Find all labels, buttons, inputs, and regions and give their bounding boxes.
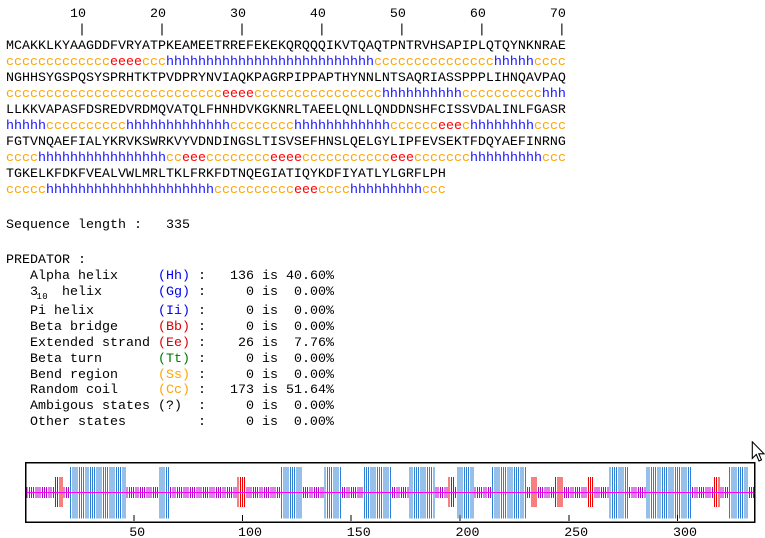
svg-text:300: 300 [673,526,697,538]
svg-text:250: 250 [564,526,588,538]
svg-text:50: 50 [129,526,145,538]
svg-text:150: 150 [347,526,371,538]
svg-text:200: 200 [456,526,480,538]
svg-text:100: 100 [238,526,262,538]
